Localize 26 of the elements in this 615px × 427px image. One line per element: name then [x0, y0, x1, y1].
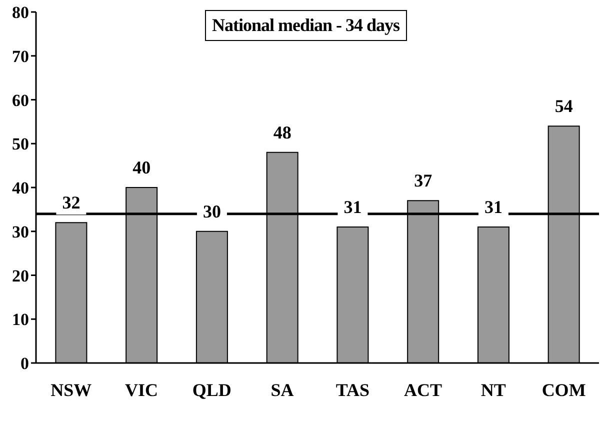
y-tick-label: 20 [12, 266, 29, 286]
x-tick-label: COM [542, 380, 586, 400]
y-tick-label: 70 [12, 46, 29, 66]
x-tick-label: SA [270, 380, 294, 400]
x-tick-label: TAS [336, 380, 370, 400]
y-tick-label: 40 [12, 178, 29, 198]
data-label: 48 [273, 122, 292, 142]
x-tick-label: NSW [50, 380, 92, 400]
data-label: 31 [344, 196, 362, 217]
x-tick-label: QLD [192, 380, 232, 400]
x-tick-label: ACT [404, 380, 442, 400]
x-tick-label: NT [480, 380, 506, 400]
ref-line-label: National median - 34 days [205, 10, 407, 41]
y-tick-label: 30 [12, 222, 29, 242]
data-label: 30 [202, 201, 221, 222]
x-tick-label: VIC [125, 380, 158, 400]
y-tick-label: 10 [12, 310, 29, 330]
y-tick-label: 50 [12, 134, 29, 154]
data-label: 40 [132, 158, 151, 178]
data-label: 54 [554, 96, 573, 116]
y-tick-label: 0 [20, 354, 29, 374]
data-label: 37 [414, 170, 432, 191]
y-tick-label: 60 [12, 90, 29, 110]
data-label: 31 [484, 196, 502, 217]
data-label: 32 [62, 192, 80, 213]
y-tick-label: 80 [12, 3, 29, 22]
